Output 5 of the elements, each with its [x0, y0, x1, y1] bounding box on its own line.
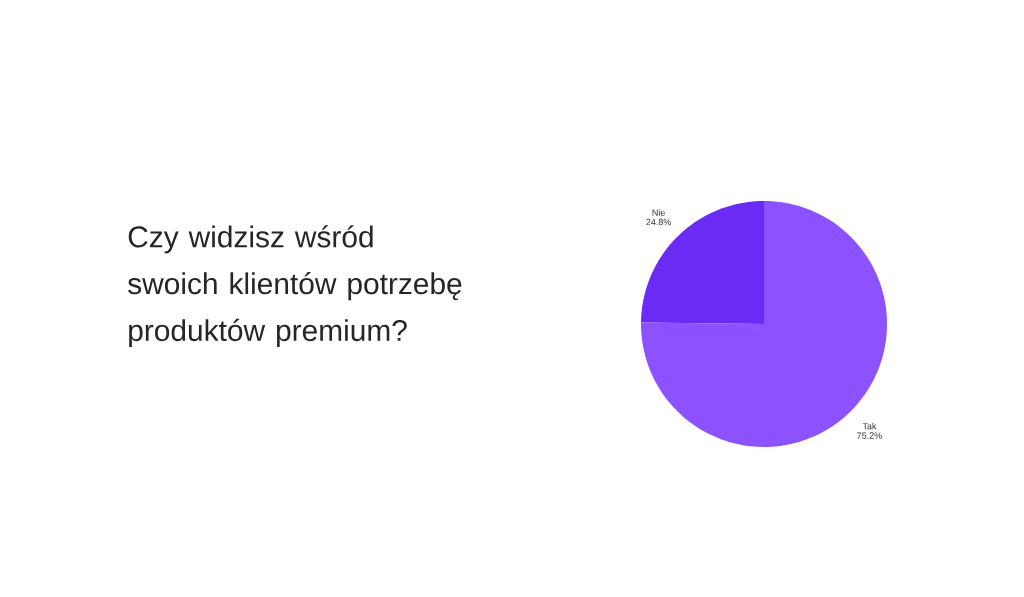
data-label: 24.8% [646, 218, 671, 226]
slice-label: Tak [862, 422, 877, 430]
text: Czy widzisz wśród swoich klientów potrzebę produktów premium? [128, 225, 462, 348]
data-label: 75.2% [857, 432, 882, 439]
slice-label: Nie [652, 209, 665, 216]
